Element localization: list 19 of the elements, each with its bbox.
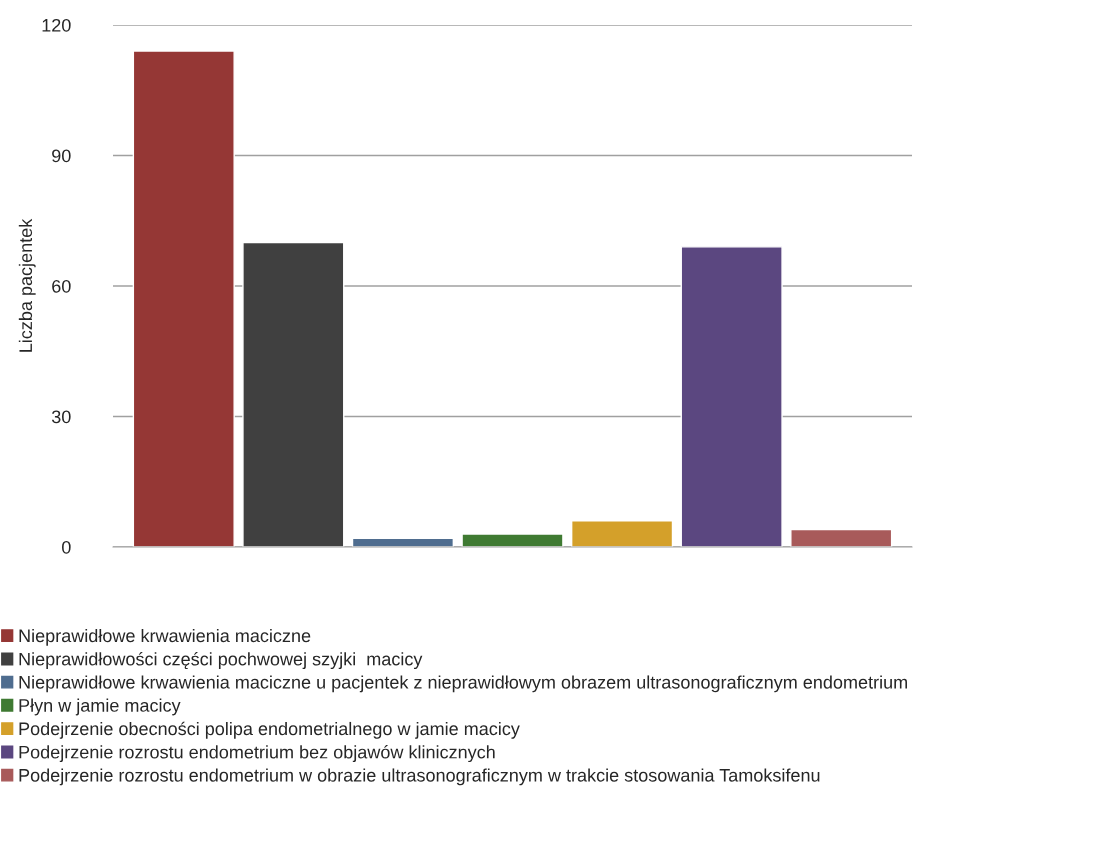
bar xyxy=(242,241,345,547)
legend-label: Nieprawidłowości części pochwowej szyjki macicy xyxy=(19,652,423,670)
y-tick-label: 120 xyxy=(42,18,71,32)
legend-label: Płyn w jamie macicy xyxy=(19,698,181,716)
y-tick-label: 90 xyxy=(52,149,71,163)
bar xyxy=(570,520,674,547)
y-axis-title: Liczba pacjentek xyxy=(18,218,36,352)
bar xyxy=(680,246,783,547)
legend-label: Podejrzenie obecności polipa endometrialnego w jamie macicy xyxy=(19,721,520,739)
y-tick-label: 0 xyxy=(62,540,71,554)
legend-label: Nieprawidłowe krwawienia maciczne u pacjentek z nieprawidłowym obrazem ultrasonograficznym endometrium xyxy=(19,675,907,693)
bar xyxy=(132,50,235,547)
legend-label: Nieprawidłowe krwawienia maciczne xyxy=(19,628,311,646)
legend-label: Podejrzenie rozrostu endometrium w obrazie ultrasonograficznym w trakcie stosowania Tamoksifenu xyxy=(19,768,820,786)
bar xyxy=(461,533,564,547)
bar xyxy=(790,528,893,547)
y-tick-label: 60 xyxy=(52,279,71,293)
y-tick-label: 30 xyxy=(51,410,71,424)
legend-label: Podejrzenie rozrostu endometrium bez objawów klinicznych xyxy=(19,745,495,763)
